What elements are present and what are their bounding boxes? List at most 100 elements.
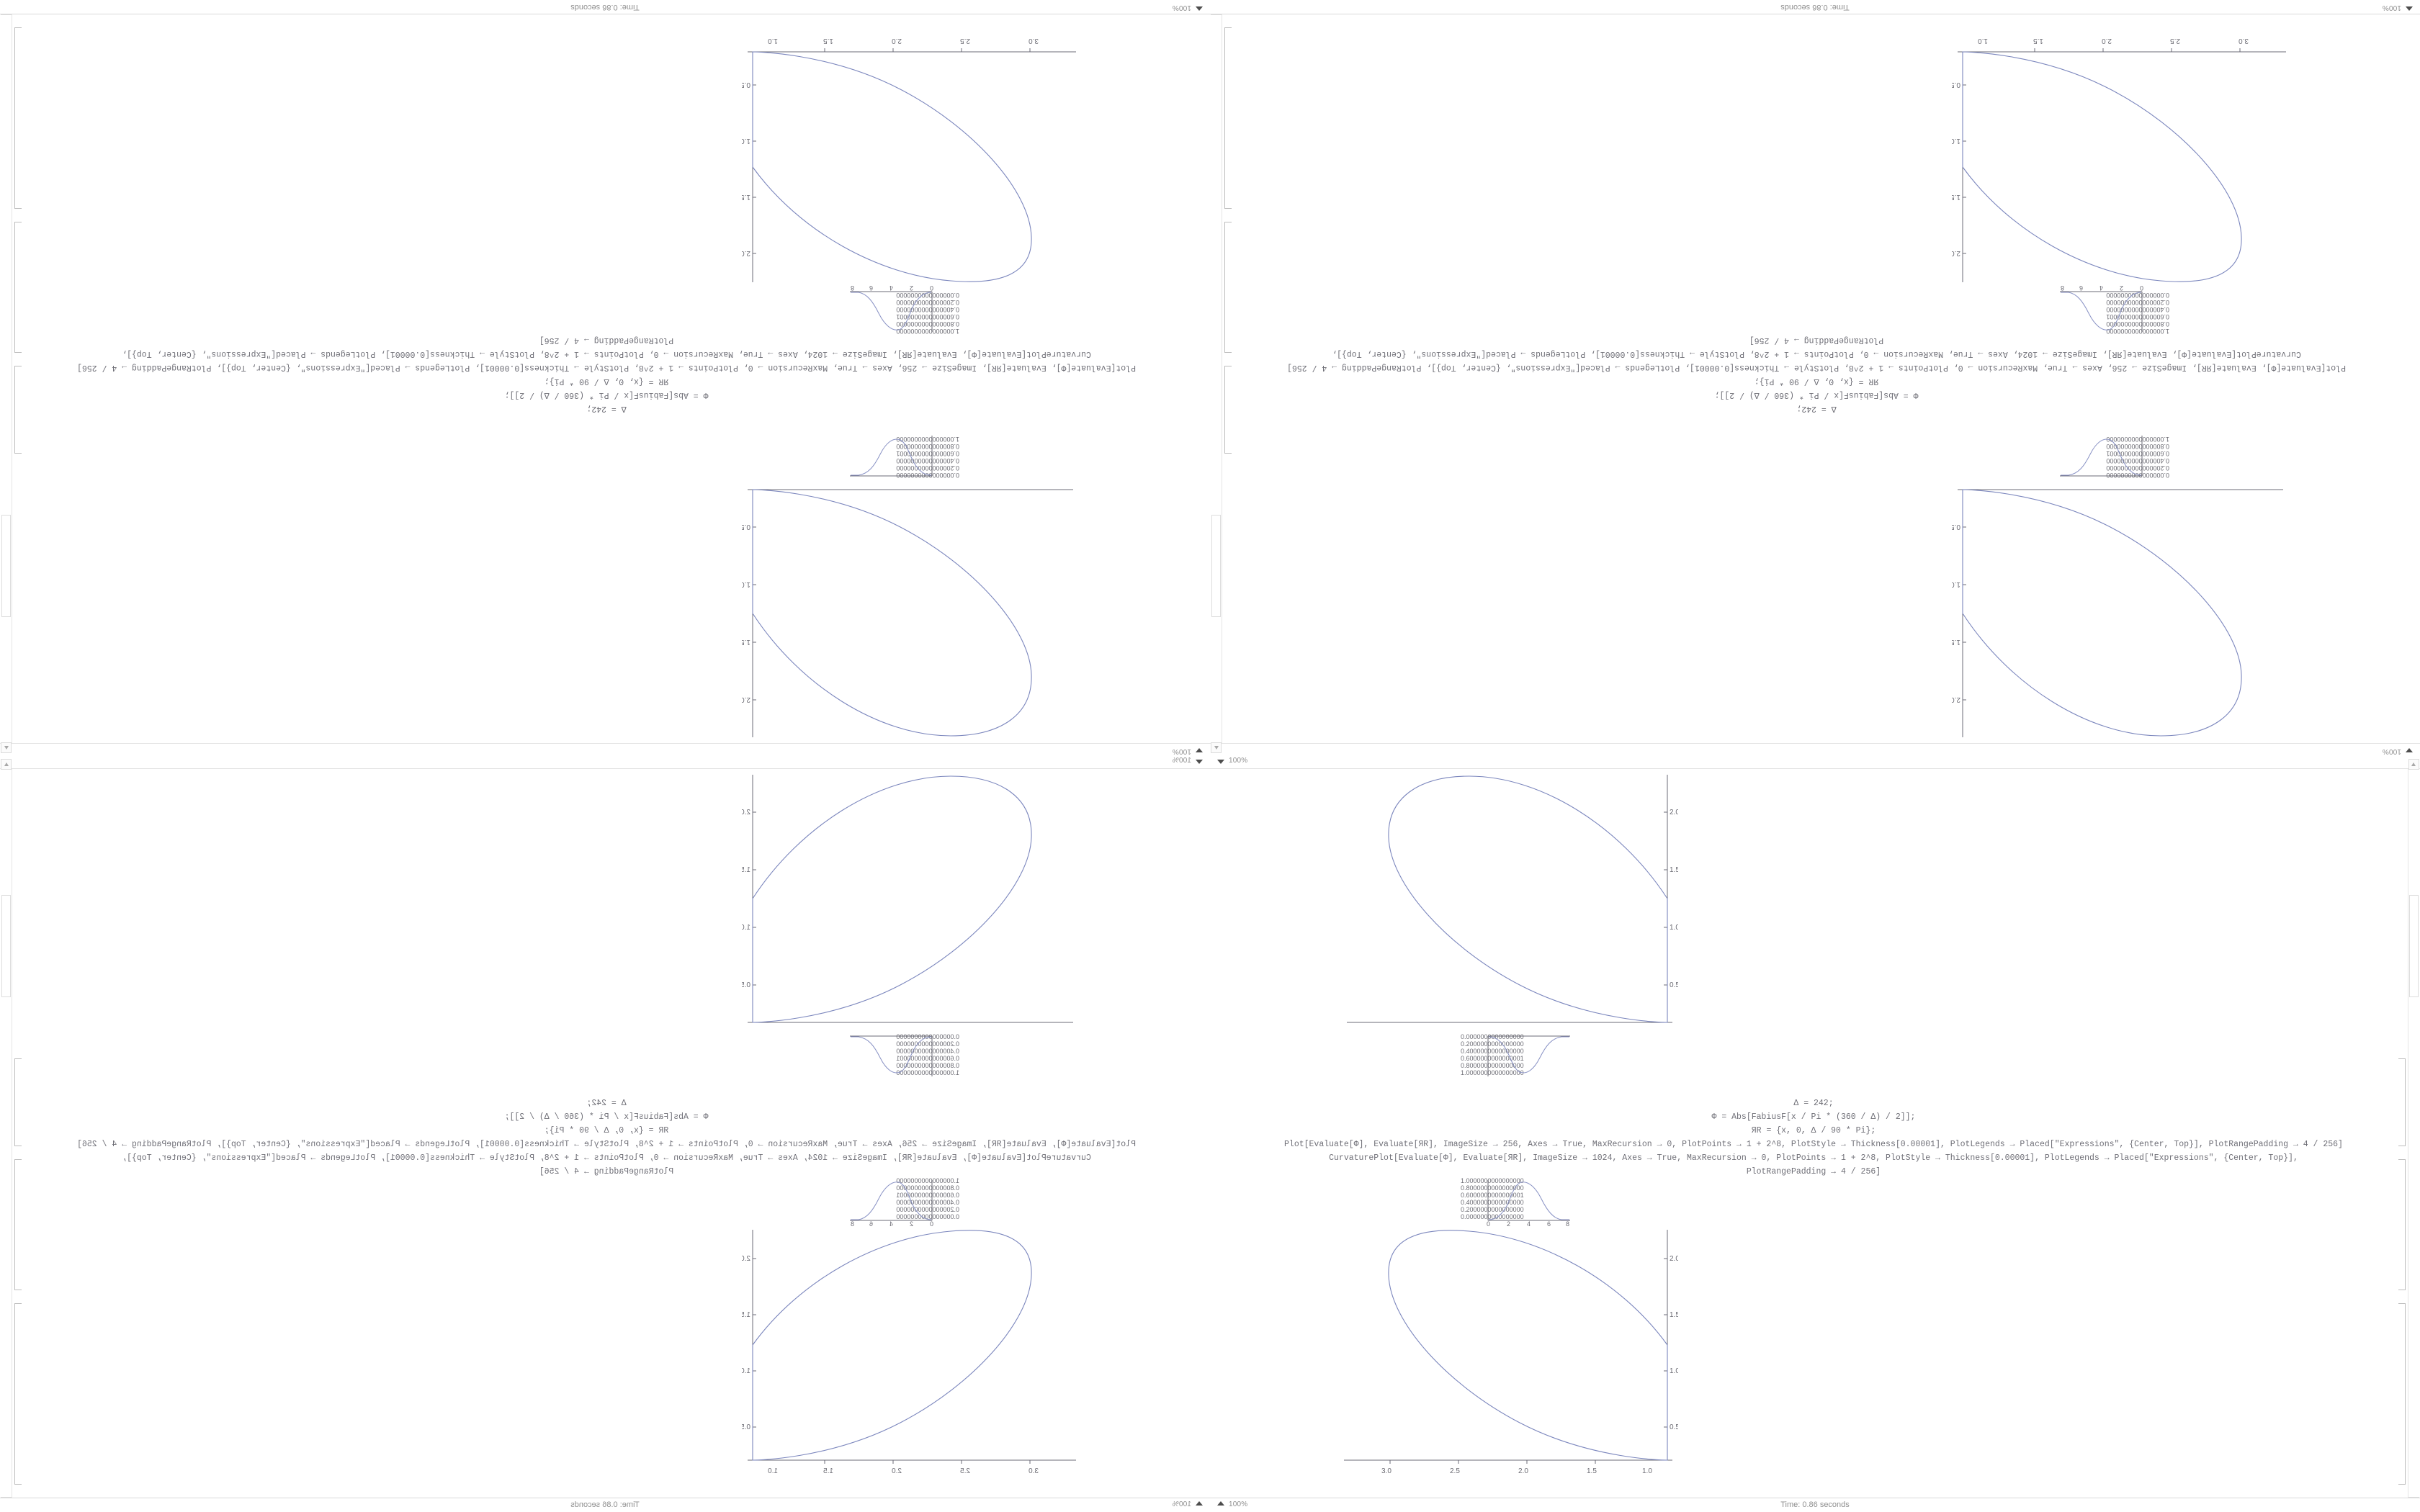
chevron-up-icon[interactable] <box>1196 1501 1203 1506</box>
scroll-up-button[interactable] <box>1211 742 1222 753</box>
svg-text:0.0000000000000000: 0.0000000000000000 <box>896 1213 959 1220</box>
cell-bracket[interactable] <box>14 222 22 353</box>
code-line-3[interactable]: Plot[Evaluate[Φ], Evaluate[ЯR], ImageSiz… <box>77 1140 1136 1149</box>
svg-text:0.4000000000000000: 0.4000000000000000 <box>1461 1199 1524 1206</box>
cell-bracket[interactable] <box>14 366 22 454</box>
zoom-level-label[interactable]: 100% <box>1172 747 1191 755</box>
code-line-0[interactable]: Δ = 242; <box>1796 404 1837 413</box>
chevron-down-icon[interactable] <box>2406 748 2413 752</box>
svg-text:0.5: 0.5 <box>1670 1423 1678 1431</box>
chevron-up-icon[interactable] <box>1217 1501 1224 1506</box>
cell-bracket[interactable] <box>2398 1058 2406 1146</box>
svg-text:6: 6 <box>2079 286 2083 292</box>
svg-text:1.0000000000000000: 1.0000000000000000 <box>896 1069 959 1076</box>
svg-text:0: 0 <box>1487 1220 1490 1226</box>
zoom-level-label-bottom[interactable]: 100% <box>2382 4 2401 12</box>
scroll-thumb[interactable] <box>2409 895 2419 997</box>
curvature-plot-bottom: 2.0 1.5 1.0 0.5 3.0 2. <box>1304 1230 1678 1478</box>
code-line-5[interactable]: PlotRangePadding → 4 / 256] <box>539 1167 674 1176</box>
zoom-level-label[interactable]: 100% <box>1172 757 1191 765</box>
svg-text:0.5: 0.5 <box>742 1423 750 1431</box>
input-code-cell[interactable]: Δ = 242; Φ = Abs[FabiusF[x / Pi * (360 /… <box>1232 1097 2396 1179</box>
notebook-view-top-left: 100% <box>0 0 1210 756</box>
svg-text:2.5: 2.5 <box>1450 1467 1460 1475</box>
notebook-window: 100% 2.0 1. <box>0 756 1210 1512</box>
code-line-5[interactable]: PlotRangePadding → 4 / 256] <box>1746 1167 1881 1176</box>
zoom-level-label-bottom[interactable]: 100% <box>1172 1500 1191 1508</box>
code-line-3[interactable]: Plot[Evaluate[Φ], Evaluate[ЯR], ImageSiz… <box>77 363 1136 372</box>
scroll-up-button[interactable] <box>1 759 12 770</box>
svg-text:0: 0 <box>2140 286 2143 292</box>
svg-text:1.5: 1.5 <box>1670 866 1678 874</box>
code-line-1[interactable]: Φ = Abs[FabiusF[x / Pi * (360 / Δ) / 2]]… <box>504 1112 709 1122</box>
triangle-up-icon <box>2411 762 2416 766</box>
cell-bracket[interactable] <box>1224 366 1232 454</box>
plot-legend-mini: 0.0000000000000000 0.2000000000000000 0.… <box>2054 431 2169 480</box>
code-line-1[interactable]: Φ = Abs[FabiusF[x / Pi * (360 / Δ) / 2]]… <box>1714 390 1919 400</box>
code-line-3[interactable]: Plot[Evaluate[Φ], Evaluate[ЯR], ImageSiz… <box>1287 363 2346 372</box>
chevron-down-icon[interactable] <box>1217 760 1224 764</box>
code-line-2[interactable]: ЯR = {x, 0, Δ / 90 * Pi}; <box>544 1126 669 1135</box>
zoom-level-label-bottom[interactable]: 100% <box>1229 1500 1248 1508</box>
vertical-scrollbar[interactable] <box>1 4 12 753</box>
code-line-1[interactable]: Φ = Abs[FabiusF[x / Pi * (360 / Δ) / 2]]… <box>1711 1112 1916 1122</box>
svg-text:1.0: 1.0 <box>742 137 750 145</box>
chevron-down-icon[interactable] <box>1196 760 1203 764</box>
scroll-up-button[interactable] <box>2408 759 2419 770</box>
code-line-5[interactable]: PlotRangePadding → 4 / 256] <box>539 336 674 345</box>
svg-text:0.6000000000000001: 0.6000000000000001 <box>2106 450 2169 457</box>
zoom-level-label-bottom[interactable]: 100% <box>1172 4 1191 12</box>
svg-text:4: 4 <box>889 286 893 292</box>
scroll-up-button[interactable] <box>1 742 12 753</box>
code-line-2[interactable]: ЯR = {x, 0, Δ / 90 * Pi}; <box>544 377 669 386</box>
zoom-level-label[interactable]: 100% <box>1229 757 1248 765</box>
svg-text:1.0: 1.0 <box>768 37 778 45</box>
zoom-level-label[interactable]: 100% <box>2382 747 2401 755</box>
code-line-0[interactable]: Δ = 242; <box>586 1099 627 1108</box>
svg-text:0.4000000000000000: 0.4000000000000000 <box>2106 306 2169 313</box>
code-line-4[interactable]: CurvaturePlot[Evaluate[Φ], Evaluate[ЯR],… <box>1332 349 2301 359</box>
code-line-2[interactable]: ЯR = {x, 0, Δ / 90 * Pi}; <box>1751 1126 1876 1135</box>
code-line-0[interactable]: Δ = 242; <box>1793 1099 1834 1108</box>
code-line-3[interactable]: Plot[Evaluate[Φ], Evaluate[ЯR], ImageSiz… <box>1284 1140 2343 1149</box>
chevron-down-icon[interactable] <box>1196 748 1203 752</box>
svg-text:8: 8 <box>1566 1220 1569 1226</box>
code-line-5[interactable]: PlotRangePadding → 4 / 256] <box>1749 336 1884 345</box>
code-line-2[interactable]: ЯR = {x, 0, Δ / 90 * Pi}; <box>1754 377 1879 386</box>
svg-text:0.5: 0.5 <box>1670 981 1678 989</box>
cell-bracket[interactable] <box>2398 1303 2406 1485</box>
svg-text:0.5: 0.5 <box>742 81 750 89</box>
svg-text:3.0: 3.0 <box>2238 37 2249 45</box>
svg-text:0.2000000000000000: 0.2000000000000000 <box>1461 1206 1524 1213</box>
code-line-4[interactable]: CurvaturePlot[Evaluate[Φ], Evaluate[ЯR],… <box>1329 1153 2298 1163</box>
input-code-cell[interactable]: Δ = 242; Φ = Abs[FabiusF[x / Pi * (360 /… <box>24 333 1188 415</box>
svg-text:0.8000000000000000: 0.8000000000000000 <box>1461 1184 1524 1192</box>
cell-bracket[interactable] <box>1224 27 1232 209</box>
vertical-scrollbar[interactable] <box>1211 4 1222 753</box>
svg-text:0: 0 <box>930 286 933 292</box>
svg-text:1.0000000000000000: 1.0000000000000000 <box>1461 1177 1524 1184</box>
svg-text:0.0000000000000000: 0.0000000000000000 <box>1461 1033 1524 1040</box>
cell-bracket[interactable] <box>14 27 22 209</box>
input-code-cell[interactable]: Δ = 242; Φ = Abs[FabiusF[x / Pi * (360 /… <box>1234 333 2398 415</box>
scroll-thumb[interactable] <box>1 515 11 617</box>
cell-bracket[interactable] <box>1224 222 1232 353</box>
cell-bracket[interactable] <box>14 1303 22 1485</box>
scroll-thumb[interactable] <box>1 895 11 997</box>
vertical-scrollbar[interactable] <box>2408 759 2419 1508</box>
input-code-cell[interactable]: Δ = 242; Φ = Abs[FabiusF[x / Pi * (360 /… <box>24 1097 1188 1179</box>
code-line-0[interactable]: Δ = 242; <box>586 404 627 413</box>
chevron-up-icon[interactable] <box>1196 6 1203 11</box>
cell-bracket[interactable] <box>14 1159 22 1290</box>
chevron-up-icon[interactable] <box>2406 6 2413 11</box>
code-line-4[interactable]: CurvaturePlot[Evaluate[Φ], Evaluate[ЯR],… <box>122 1153 1091 1163</box>
svg-text:1.0000000000000000: 1.0000000000000000 <box>2106 328 2169 335</box>
cell-bracket[interactable] <box>2398 1159 2406 1290</box>
cell-bracket[interactable] <box>14 1058 22 1146</box>
svg-text:2.0: 2.0 <box>2102 37 2112 45</box>
code-line-4[interactable]: CurvaturePlot[Evaluate[Φ], Evaluate[ЯR],… <box>122 349 1091 359</box>
svg-text:0.2000000000000000: 0.2000000000000000 <box>896 1040 959 1048</box>
vertical-scrollbar[interactable] <box>1 759 12 1508</box>
scroll-thumb[interactable] <box>1211 515 1221 617</box>
code-line-1[interactable]: Φ = Abs[FabiusF[x / Pi * (360 / Δ) / 2]]… <box>504 390 709 400</box>
